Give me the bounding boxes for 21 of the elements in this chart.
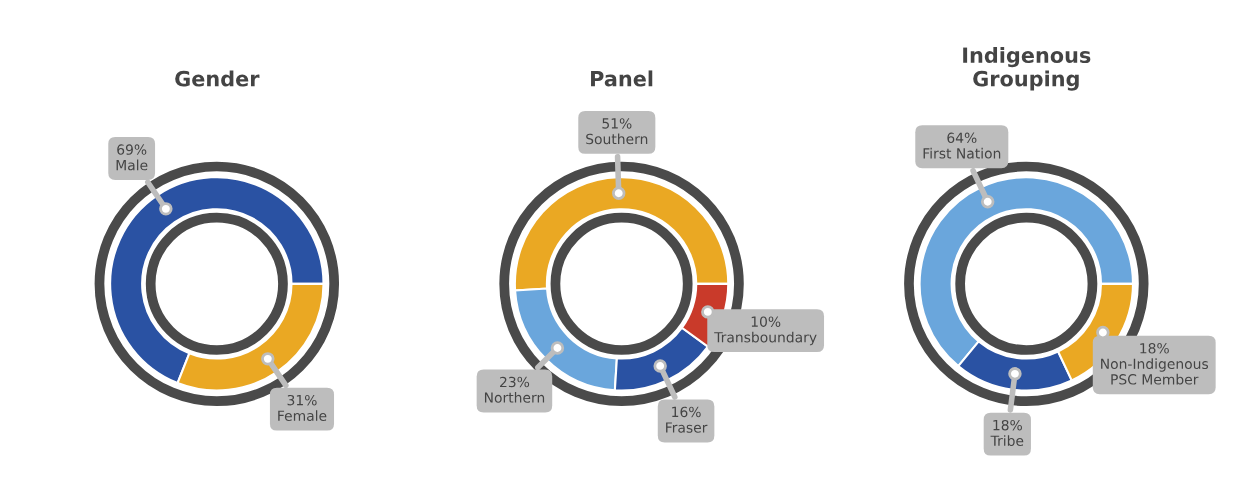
slice-label: Non-Indigenous PSC Member: [1101, 358, 1209, 385]
chart-title: Gender: [175, 70, 260, 87]
data-label: 18%: [993, 419, 1022, 431]
data-label: 31%: [287, 394, 317, 406]
chart-title: Indigenous Grouping: [963, 46, 1091, 91]
data-label: 10%: [751, 316, 781, 327]
slice-label: First Nation: [923, 147, 1001, 159]
data-label: 51%: [602, 118, 632, 129]
data-label: 18%: [1140, 343, 1169, 354]
slice-label: Female: [278, 410, 327, 421]
chart-title: Panel: [591, 70, 653, 87]
slice-label: Transboundary: [714, 331, 817, 346]
slice-label: Southern: [586, 133, 648, 145]
slice-label: Male: [116, 159, 148, 171]
data-label: 64%: [947, 132, 977, 144]
slice-label: Northern: [484, 392, 545, 403]
data-label: 16%: [672, 406, 701, 418]
data-label: 69%: [117, 144, 147, 155]
data-label: 23%: [500, 376, 530, 388]
slice-label: Fraser: [666, 422, 708, 433]
slice-label: Tribe: [990, 435, 1024, 446]
